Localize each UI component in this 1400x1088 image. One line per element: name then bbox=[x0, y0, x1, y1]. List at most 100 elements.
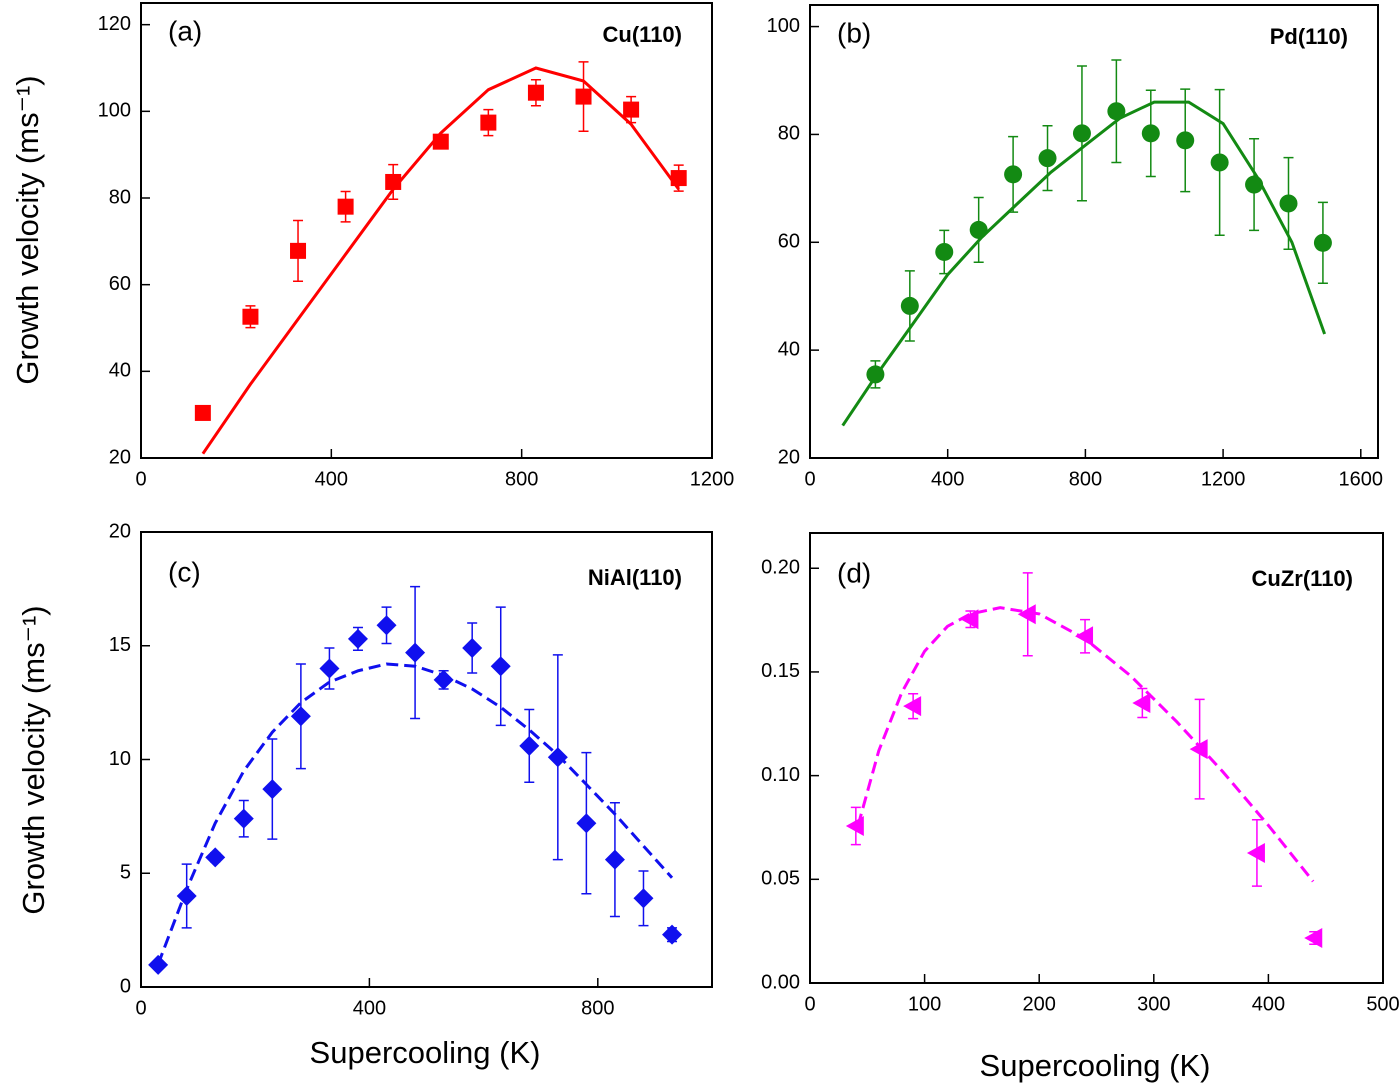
data-point bbox=[480, 108, 497, 137]
data-point bbox=[1304, 928, 1323, 948]
marker bbox=[433, 669, 454, 690]
data-point bbox=[205, 847, 226, 868]
plot-frame bbox=[809, 4, 1379, 459]
data-point bbox=[1075, 618, 1094, 654]
marker bbox=[1017, 604, 1036, 625]
marker bbox=[385, 173, 402, 190]
data-point bbox=[1210, 88, 1229, 237]
y-tick-label: 0 bbox=[120, 975, 131, 997]
marker bbox=[903, 696, 922, 717]
data-point bbox=[319, 647, 340, 690]
data-point bbox=[903, 692, 922, 720]
data-point bbox=[290, 219, 307, 282]
x-tick-label: 1200 bbox=[1201, 468, 1246, 490]
marker bbox=[347, 628, 368, 649]
marker bbox=[1245, 175, 1264, 194]
y-tick-label: 0.00 bbox=[761, 971, 800, 993]
fit-curve bbox=[201, 66, 680, 455]
panel-label: (d) bbox=[837, 557, 871, 588]
data-point bbox=[433, 669, 454, 690]
data-point bbox=[385, 163, 402, 201]
marker bbox=[205, 847, 226, 868]
data-point bbox=[337, 190, 354, 223]
marker bbox=[337, 198, 354, 215]
data-point bbox=[1176, 88, 1195, 193]
marker bbox=[262, 779, 283, 800]
data-point bbox=[1132, 687, 1151, 719]
x-tick-label: 800 bbox=[505, 468, 538, 490]
marker bbox=[900, 296, 919, 315]
data-point bbox=[575, 61, 592, 133]
marker bbox=[1132, 693, 1151, 714]
annotation: Pd(110) bbox=[1270, 24, 1348, 49]
fit-curve bbox=[856, 606, 1315, 883]
marker bbox=[576, 813, 597, 834]
marker bbox=[845, 816, 864, 837]
marker bbox=[319, 658, 340, 679]
data-point bbox=[462, 622, 483, 674]
x-tick-label: 400 bbox=[315, 468, 348, 490]
data-point bbox=[604, 801, 625, 918]
panel-label: (b) bbox=[837, 17, 871, 48]
panel-label: (a) bbox=[168, 15, 202, 46]
data-point bbox=[376, 606, 397, 645]
data-point bbox=[960, 609, 979, 630]
x-tick-label: 400 bbox=[931, 468, 964, 490]
x-tick-label: 0 bbox=[135, 468, 146, 490]
x-tick-label: 1600 bbox=[1339, 468, 1384, 490]
y-tick-label: 40 bbox=[109, 360, 131, 382]
marker bbox=[1075, 626, 1094, 647]
panel-label: (c) bbox=[168, 556, 201, 587]
marker bbox=[866, 365, 885, 384]
data-point bbox=[1107, 59, 1126, 164]
data-point bbox=[935, 229, 954, 275]
marker bbox=[490, 656, 511, 677]
x-tick-label: 500 bbox=[1366, 993, 1399, 1015]
annotation: CuZr(110) bbox=[1252, 566, 1353, 591]
data-point bbox=[405, 585, 426, 720]
data-point bbox=[1141, 89, 1160, 178]
y-tick-label: 20 bbox=[109, 520, 131, 542]
marker bbox=[1189, 739, 1208, 760]
data-point bbox=[1246, 819, 1265, 887]
marker bbox=[194, 404, 211, 421]
y-tick-label: 0.15 bbox=[761, 660, 800, 682]
marker bbox=[1107, 102, 1126, 121]
x-tick-label: 1200 bbox=[690, 468, 735, 490]
y-tick-label: 100 bbox=[98, 100, 131, 122]
x-tick-label: 800 bbox=[581, 997, 614, 1019]
data-point bbox=[1189, 698, 1208, 800]
data-point bbox=[242, 305, 259, 329]
marker bbox=[290, 706, 311, 727]
marker bbox=[960, 609, 979, 630]
marker bbox=[519, 735, 540, 756]
x-tick-label: 0 bbox=[135, 997, 146, 1019]
marker bbox=[604, 849, 625, 870]
plot-frame bbox=[809, 532, 1384, 984]
marker bbox=[1072, 124, 1091, 143]
plot-frame bbox=[140, 531, 713, 988]
marker bbox=[242, 308, 259, 325]
marker bbox=[1304, 928, 1323, 948]
marker bbox=[290, 242, 307, 259]
marker bbox=[1004, 165, 1023, 184]
y-tick-label: 0.10 bbox=[761, 764, 800, 786]
y-tick-label: 40 bbox=[778, 338, 800, 360]
y-tick-label: 120 bbox=[98, 13, 131, 35]
x-tick-label: 300 bbox=[1137, 993, 1170, 1015]
data-point bbox=[290, 663, 311, 770]
marker bbox=[527, 84, 544, 101]
y-tick-label: 0.05 bbox=[761, 868, 800, 890]
data-point bbox=[670, 164, 687, 192]
data-point bbox=[1017, 572, 1036, 657]
x-axis-label: Supercooling (K) bbox=[310, 1035, 541, 1070]
annotation: NiAl(110) bbox=[588, 565, 682, 590]
y-tick-label: 20 bbox=[109, 446, 131, 468]
y-tick-label: 5 bbox=[120, 862, 131, 884]
marker bbox=[623, 101, 640, 118]
data-point bbox=[1004, 135, 1023, 213]
marker bbox=[1038, 149, 1057, 168]
data-point bbox=[233, 799, 254, 838]
marker bbox=[233, 808, 254, 829]
data-point bbox=[866, 360, 885, 389]
